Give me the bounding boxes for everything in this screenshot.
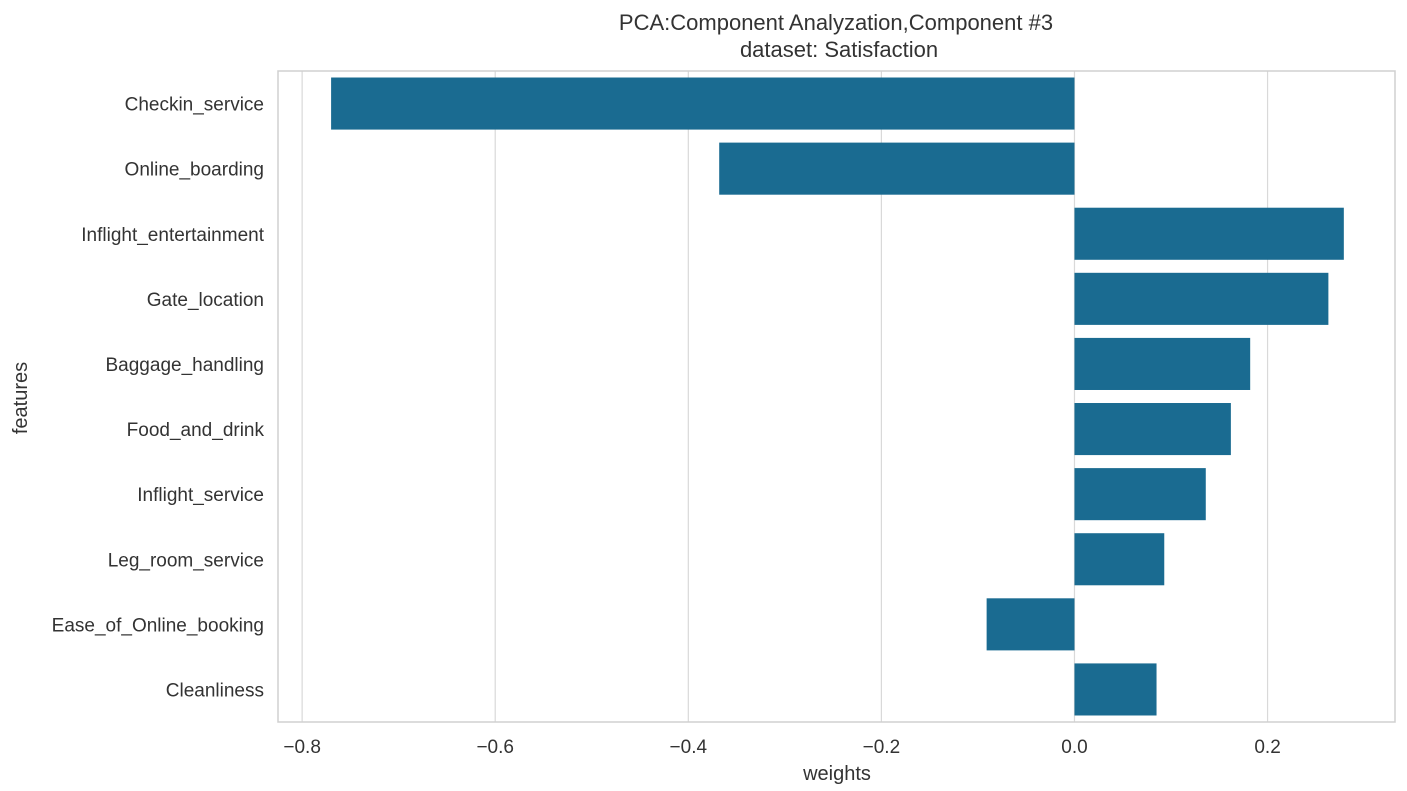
y-tick-label: Ease_of_Online_booking [52, 615, 264, 636]
bar-food-and-drink [1074, 403, 1231, 456]
plot-frame [277, 70, 1396, 723]
y-tick-label: Leg_room_service [108, 550, 264, 571]
bar-cleanliness [1074, 663, 1157, 716]
y-tick-label: Baggage_handling [106, 355, 265, 376]
bar-online-boarding [719, 142, 1075, 195]
y-tick-label: Gate_location [147, 290, 264, 311]
bar-checkin-service [331, 77, 1075, 130]
bar-ease-of-online-booking [986, 598, 1075, 651]
y-tick-label: Inflight_service [137, 485, 264, 506]
y-tick-label: Online_boarding [125, 160, 264, 181]
bar-baggage-handling [1074, 337, 1251, 390]
bar-inflight-service [1074, 468, 1206, 521]
y-tick-label: Food_and_drink [127, 420, 265, 441]
bar-leg-room-service [1074, 533, 1165, 586]
x-tick-label: −0.8 [283, 737, 321, 758]
chart-title-line1: PCA:Component Analyzation,Component #3 [619, 10, 1053, 35]
y-tick-label: Checkin_service [125, 95, 264, 116]
chart-title-line2: dataset: Satisfaction [740, 37, 938, 62]
x-tick-label: −0.4 [670, 737, 708, 758]
x-tick-label: −0.2 [863, 737, 901, 758]
y-tick-label: Inflight_entertainment [81, 225, 264, 246]
y-tick-label: Cleanliness [166, 680, 264, 701]
y-tick-labels: Checkin_service Online_boarding Inflight_e… [52, 95, 265, 702]
x-tick-label: 0.2 [1254, 737, 1280, 758]
bar-gate-location [1074, 272, 1329, 325]
x-tick-labels: −0.8 −0.6 −0.4 −0.2 0.0 0.2 [283, 737, 1280, 758]
x-axis-label: weights [802, 763, 871, 785]
y-axis-label: features [10, 362, 32, 434]
x-tick-label: −0.6 [476, 737, 514, 758]
bars [331, 77, 1344, 716]
x-tick-label: 0.0 [1061, 737, 1087, 758]
bar-inflight-entertainment [1074, 207, 1344, 260]
